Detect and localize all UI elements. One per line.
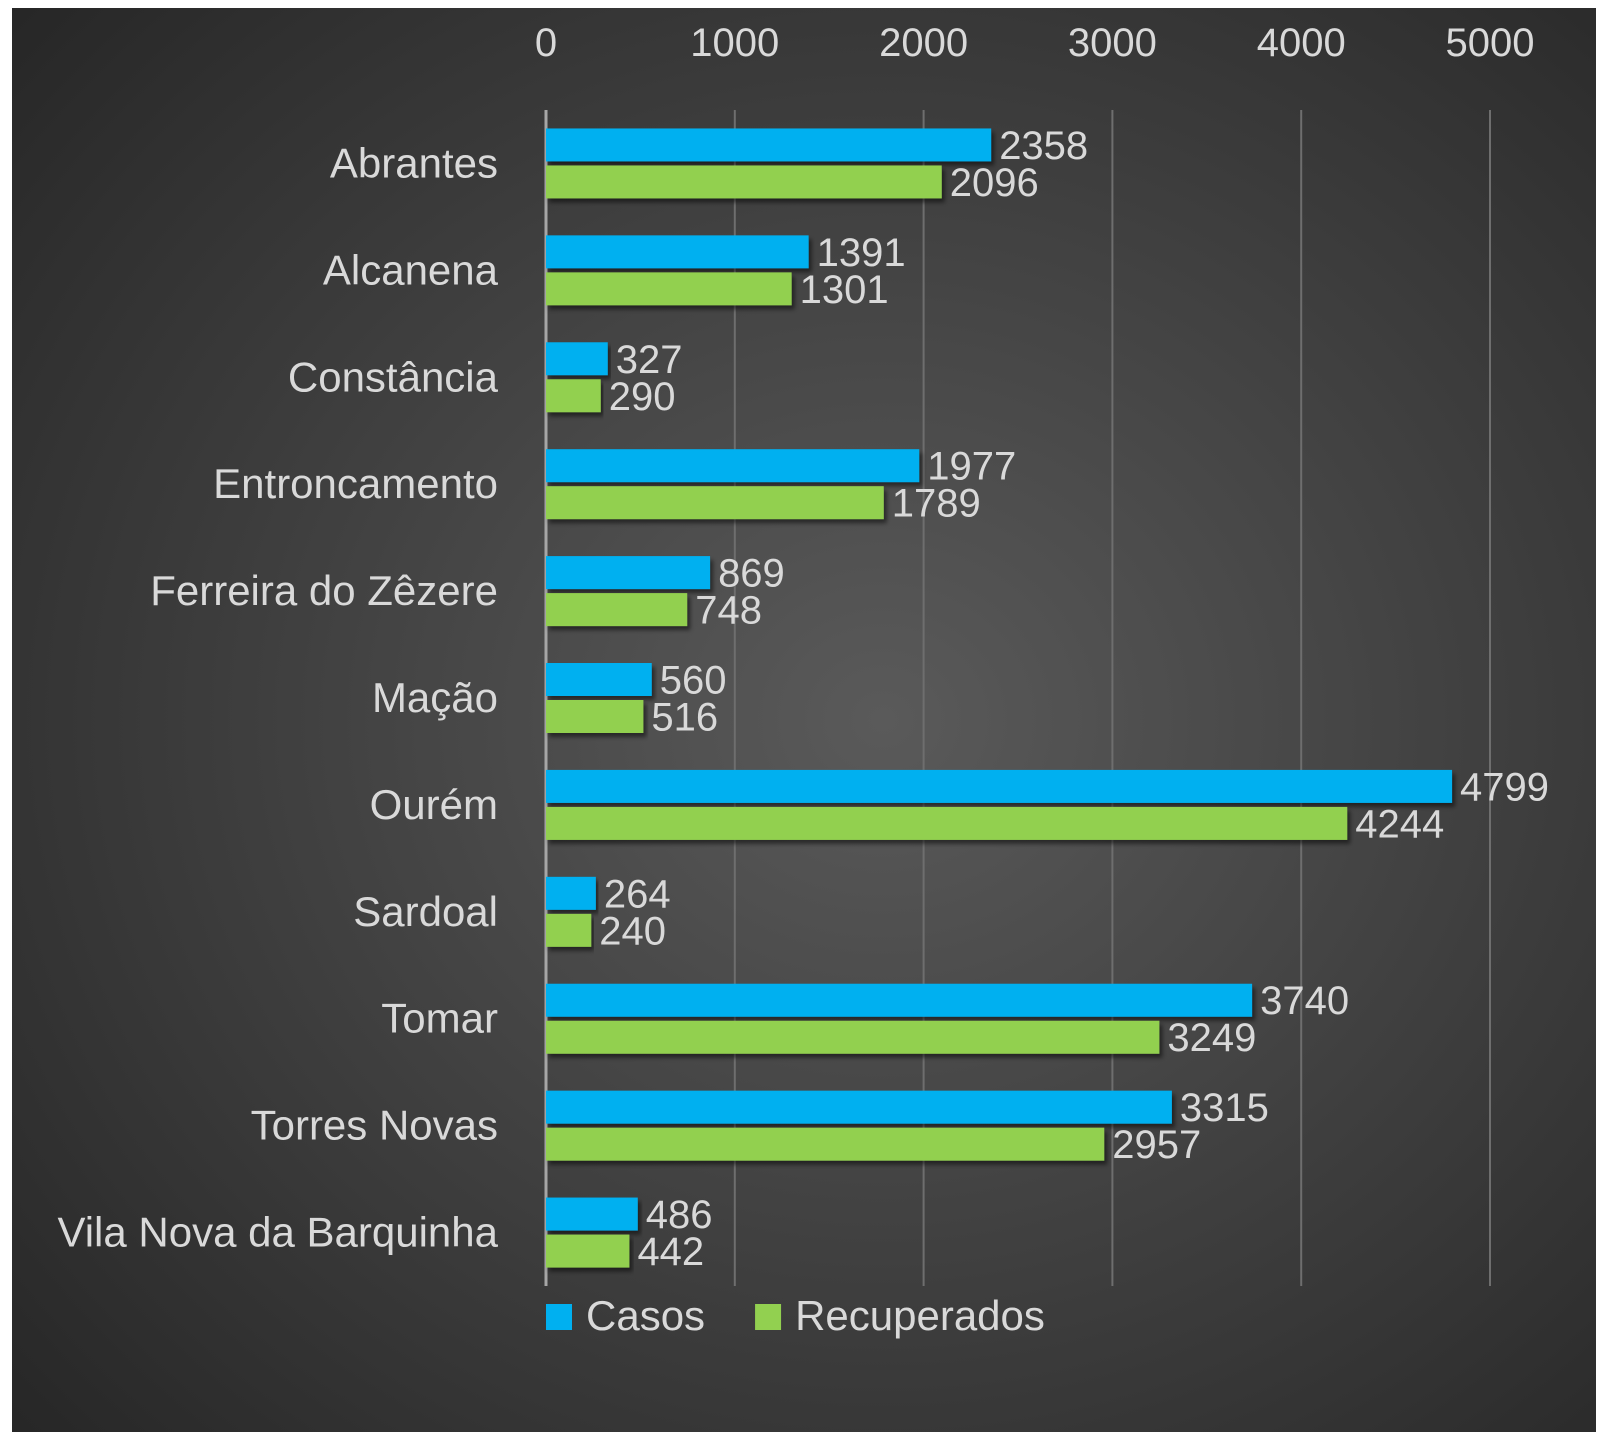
- bar-recuperados: [546, 700, 644, 733]
- legend-swatch-recuperados: [755, 1304, 782, 1330]
- bar-casos: [546, 556, 711, 590]
- bar-casos: [546, 128, 992, 162]
- bar-recuperados: [546, 272, 792, 306]
- x-tick-label: 1000: [690, 21, 779, 65]
- x-tick-label: 5000: [1446, 21, 1535, 65]
- x-axis-ticks: 0 1000 2000 3000 4000 5000: [535, 21, 1535, 65]
- category-label: Ourém: [370, 781, 498, 828]
- bar-recuperados: [546, 1127, 1105, 1161]
- legend: Casos Recuperados: [546, 1292, 1045, 1339]
- x-tick-label: 0: [535, 21, 557, 65]
- category-label: Vila Nova da Barquinha: [57, 1209, 498, 1256]
- data-label: 560: [660, 659, 727, 703]
- category-label: Ferreira do Zêzere: [150, 567, 498, 614]
- data-label: 1789: [892, 482, 981, 526]
- data-label: 2358: [999, 124, 1088, 168]
- data-label: 516: [651, 696, 718, 740]
- category-label: Entroncamento: [213, 460, 498, 507]
- bar-recuperados: [546, 379, 601, 413]
- bar-casos: [546, 876, 596, 910]
- data-label: 1977: [927, 445, 1016, 489]
- x-tick-label: 4000: [1257, 21, 1346, 65]
- data-label: 1391: [817, 231, 906, 275]
- bar-casos: [546, 769, 1453, 803]
- x-tick-label: 3000: [1068, 21, 1157, 65]
- legend-swatch-casos: [546, 1304, 572, 1330]
- category-label: Mação: [372, 674, 498, 721]
- bars: [546, 128, 1453, 1268]
- category-label: Alcanena: [323, 246, 499, 293]
- category-label: Abrantes: [330, 139, 498, 186]
- bar-casos: [546, 342, 608, 376]
- data-label: 2096: [950, 161, 1039, 205]
- legend-label: Recuperados: [795, 1292, 1045, 1339]
- bar-recuperados: [546, 1234, 630, 1268]
- bar-chart: 0 1000 2000 3000 4000 5000 Abrantes Alcanena Co…: [12, 8, 1596, 1432]
- data-label: 748: [695, 589, 762, 633]
- bar-recuperados: [546, 165, 942, 199]
- data-label: 1301: [800, 268, 889, 312]
- data-label: 442: [637, 1230, 704, 1274]
- gridlines: [544, 110, 1491, 1286]
- bar-recuperados: [546, 806, 1348, 840]
- data-label: 240: [599, 909, 666, 953]
- bar-casos: [546, 1090, 1172, 1124]
- data-label: 3740: [1260, 979, 1349, 1023]
- category-label: Tomar: [381, 995, 498, 1042]
- bar-recuperados: [546, 913, 592, 947]
- x-tick-label: 2000: [879, 21, 968, 65]
- data-label: 3315: [1180, 1086, 1269, 1130]
- data-label: 2957: [1112, 1123, 1201, 1167]
- bar-casos: [546, 983, 1253, 1017]
- data-label: 290: [609, 375, 676, 419]
- legend-label: Casos: [586, 1292, 705, 1339]
- bar-recuperados: [546, 486, 884, 520]
- data-label: 327: [616, 338, 683, 382]
- category-label: Torres Novas: [251, 1102, 498, 1149]
- bar-casos: [546, 663, 652, 696]
- category-labels: Abrantes Alcanena Constância Entroncamento F…: [57, 139, 498, 1255]
- data-label: 264: [604, 872, 671, 916]
- bar-casos: [546, 449, 920, 483]
- data-label: 4799: [1460, 765, 1549, 809]
- bar-casos: [546, 235, 809, 269]
- bar-recuperados: [546, 1020, 1160, 1054]
- category-label: Sardoal: [353, 888, 498, 935]
- data-label: 869: [718, 552, 785, 596]
- data-label: 4244: [1355, 802, 1444, 846]
- bar-recuperados: [546, 593, 688, 627]
- bar-casos: [546, 1197, 638, 1231]
- data-label: 3249: [1167, 1016, 1256, 1060]
- category-label: Constância: [288, 353, 499, 400]
- data-label: 486: [646, 1193, 713, 1237]
